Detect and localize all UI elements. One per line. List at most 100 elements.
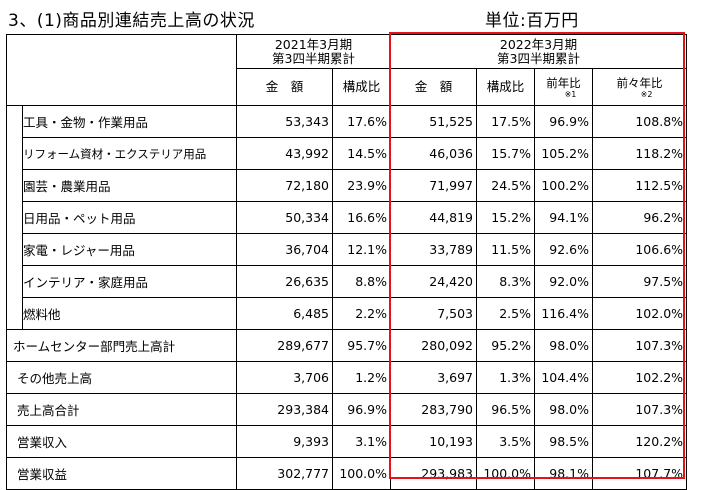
row-label: 営業収益 [6,457,237,490]
table-row: 家電・レジャー用品 36,704 12.1% 33,789 11.5% 92.6… [7,233,688,266]
header-yoy-label: 前年比 [546,75,581,90]
table-row: 日用品・ペット用品 50,334 16.6% 44,819 15.2% 94.1… [7,201,688,234]
two-year-ratio: 118.2% [591,137,688,170]
row-label: ホームセンター部門売上高計 [6,329,237,362]
two-year-ratio: 102.2% [591,361,688,394]
amount-2021: 289,677 [236,329,333,362]
amount-2022: 10,193 [390,425,477,458]
row-label: その他売上高 [6,361,237,394]
two-year-ratio: 106.6% [591,233,688,266]
row-label: 工具・金物・作業用品 [22,105,237,138]
row-label: 売上高合計 [6,393,237,426]
yoy-ratio: 104.4% [534,361,593,394]
header-amount-2022: 金 額 [390,68,477,106]
row-label: 燃料他 [22,297,237,330]
yoy-ratio: 98.1% [534,457,593,490]
table-row: 園芸・農業用品 72,180 23.9% 71,997 24.5% 100.2%… [7,169,688,202]
ratio-2022: 3.5% [476,425,535,458]
two-year-ratio: 97.5% [591,265,688,298]
yoy-ratio: 96.9% [534,105,593,138]
amount-2022: 280,092 [390,329,477,362]
amount-2021: 302,777 [236,457,333,490]
period-2021-line2: 第3四半期累計 [272,50,355,66]
ratio-2022: 15.7% [476,137,535,170]
table-row: 営業収入 9,393 3.1% 10,193 3.5% 98.5% 120.2% [6,425,688,458]
ratio-2021: 1.2% [332,361,391,394]
indent-cell [6,105,23,330]
two-year-ratio: 102.0% [591,297,688,330]
row-label: 日用品・ペット用品 [22,201,237,234]
header-ratio-2021: 構成比 [332,68,391,106]
table-row: ホームセンター部門売上高計 289,677 95.7% 280,092 95.2… [6,329,688,362]
period-2022-line1: 2022年3月期 [499,36,578,52]
row-label: 園芸・農業用品 [22,169,237,202]
two-year-ratio: 108.8% [591,105,688,138]
amount-2021: 36,704 [236,233,333,266]
table-row: 営業収益 302,777 100.0% 293,983 100.0% 98.1%… [6,457,688,490]
ratio-2021: 100.0% [332,457,391,490]
ratio-2021: 14.5% [332,137,391,170]
ratio-2021: 95.7% [332,329,391,362]
amount-2022: 33,789 [390,233,477,266]
amount-2022: 51,525 [390,105,477,138]
ratio-2022: 95.2% [476,329,535,362]
amount-2021: 43,992 [236,137,333,170]
yoy-ratio: 98.5% [534,425,593,458]
two-year-ratio: 107.3% [591,329,688,362]
ratio-2022: 24.5% [476,169,535,202]
ratio-2022: 1.3% [476,361,535,394]
table-row: リフォーム資材・エクステリア用品 43,992 14.5% 46,036 15.… [7,137,688,170]
ratio-2022: 100.0% [476,457,535,490]
two-year-ratio: 107.3% [591,393,688,426]
ratio-2021: 96.9% [332,393,391,426]
page-title: 3、(1)商品別連結売上高の状況 [8,11,255,31]
ratio-2021: 3.1% [332,425,391,458]
row-label: 家電・レジャー用品 [22,233,237,266]
amount-2022: 293,983 [390,457,477,490]
header-two-year-label: 前々年比 [616,75,663,90]
ratio-2021: 17.6% [332,105,391,138]
amount-2021: 72,180 [236,169,333,202]
row-label: 営業収入 [6,425,237,458]
ratio-2022: 11.5% [476,233,535,266]
yoy-ratio: 92.6% [534,233,593,266]
amount-2022: 283,790 [390,393,477,426]
ratio-2021: 12.1% [332,233,391,266]
amount-2022: 44,819 [390,201,477,234]
header-two-year-note: ※2 [640,89,653,99]
ratio-2022: 96.5% [476,393,535,426]
unit-label: 単位:百万円 [485,11,579,31]
two-year-ratio: 112.5% [591,169,688,202]
header-blank-cell [6,34,237,106]
amount-2021: 26,635 [236,265,333,298]
amount-2021: 6,485 [236,297,333,330]
amount-2021: 293,384 [236,393,333,426]
yoy-ratio: 98.0% [534,393,593,426]
row-label: リフォーム資材・エクステリア用品 [22,137,237,170]
ratio-2021: 8.8% [332,265,391,298]
two-year-ratio: 96.2% [591,201,688,234]
yoy-ratio: 105.2% [534,137,593,170]
period-2021-line1: 2021年3月期 [274,36,353,52]
amount-2022: 24,420 [390,265,477,298]
amount-2021: 9,393 [236,425,333,458]
amount-2022: 46,036 [390,137,477,170]
amount-2021: 53,343 [236,105,333,138]
amount-2022: 7,503 [390,297,477,330]
header-period-2022: 2022年3月期 第3四半期累計 [389,34,688,69]
ratio-2021: 16.6% [332,201,391,234]
ratio-2022: 2.5% [476,297,535,330]
yoy-ratio: 98.0% [534,329,593,362]
header-period-2021: 2021年3月期 第3四半期累計 [236,34,391,69]
yoy-ratio: 94.1% [534,201,593,234]
table-row: インテリア・家庭用品 26,635 8.8% 24,420 8.3% 92.0%… [7,265,688,298]
amount-2022: 71,997 [390,169,477,202]
ratio-2022: 8.3% [476,265,535,298]
table-row: 売上高合計 293,384 96.9% 283,790 96.5% 98.0% … [6,393,688,426]
header-yoy: 前年比 ※1 [534,68,593,106]
yoy-ratio: 92.0% [534,265,593,298]
header-yoy-note: ※1 [564,89,577,99]
header-ratio-2022: 構成比 [476,68,535,106]
amount-2022: 3,697 [390,361,477,394]
two-year-ratio: 107.7% [591,457,688,490]
